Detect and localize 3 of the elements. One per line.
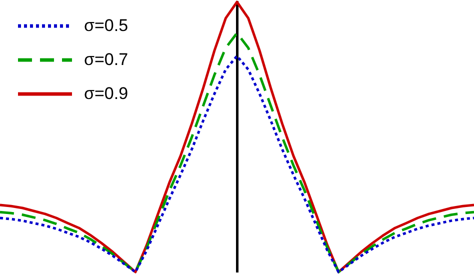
legend-label: σ=0.9 <box>84 84 128 104</box>
legend-label: σ=0.7 <box>84 50 128 70</box>
legend-label: σ=0.5 <box>84 16 128 36</box>
